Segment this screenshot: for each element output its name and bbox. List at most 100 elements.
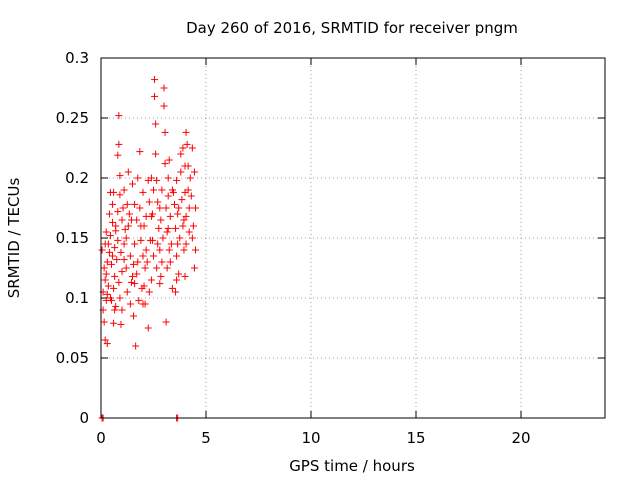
plot-frame	[100, 57, 606, 419]
data-point	[188, 234, 196, 242]
data-point	[161, 160, 169, 168]
data-point	[124, 222, 132, 230]
data-point	[154, 198, 162, 206]
data-point	[155, 224, 163, 232]
data-point	[100, 264, 108, 272]
data-point	[186, 174, 194, 182]
x-tick-label: 10	[301, 429, 320, 447]
data-point	[163, 264, 171, 272]
data-point	[134, 174, 142, 182]
data-point	[166, 258, 174, 266]
data-point	[106, 294, 114, 302]
data-point	[112, 222, 120, 230]
data-point	[103, 340, 111, 348]
data-point	[141, 264, 149, 272]
data-point	[192, 204, 199, 212]
data-point	[181, 272, 189, 280]
data-point	[129, 272, 136, 280]
data-point	[124, 168, 132, 176]
data-point	[123, 200, 131, 208]
data-point	[114, 151, 122, 159]
data-point	[119, 204, 127, 212]
grid-lines	[101, 58, 605, 418]
data-point	[184, 162, 192, 170]
data-point	[185, 204, 193, 212]
data-point	[113, 256, 121, 264]
data-point	[147, 174, 155, 182]
data-point	[159, 234, 167, 242]
data-point	[131, 280, 139, 288]
data-point	[182, 212, 190, 220]
data-point	[126, 252, 134, 260]
data-point	[147, 212, 155, 220]
data-point	[115, 278, 123, 286]
data-point	[116, 294, 124, 302]
data-point	[176, 234, 184, 242]
data-point	[179, 222, 187, 230]
data-point	[110, 319, 118, 327]
data-point	[173, 252, 181, 260]
data-point	[101, 276, 109, 284]
data-point	[150, 252, 157, 260]
data-point	[174, 210, 182, 218]
x-tick-label: 20	[511, 429, 530, 447]
data-point	[178, 196, 186, 204]
x-tick-label: 0	[96, 429, 106, 447]
data-point	[118, 216, 126, 224]
data-point	[179, 144, 187, 152]
data-point	[110, 284, 118, 292]
data-point	[180, 246, 188, 254]
data-point	[139, 188, 147, 196]
data-point	[187, 192, 195, 200]
data-point	[156, 246, 164, 254]
data-point	[101, 336, 109, 344]
data-point	[112, 302, 120, 310]
y-axis-label: SRMTID / TECUs	[5, 178, 23, 299]
data-point	[132, 342, 140, 350]
data-point	[104, 282, 112, 290]
data-point	[101, 240, 109, 248]
data-point	[152, 120, 160, 128]
y-axis-ticks: 0 0.05 0.1 0.15 0.2 0.25 0.3	[56, 49, 605, 427]
data-point	[160, 84, 168, 92]
data-point	[162, 318, 170, 326]
data-point	[136, 204, 144, 212]
data-point	[145, 198, 153, 206]
data-point	[118, 268, 126, 276]
data-point	[125, 210, 133, 218]
data-point	[190, 168, 198, 176]
data-point	[164, 192, 172, 200]
data-point	[126, 300, 134, 308]
data-point	[109, 200, 117, 208]
data-point	[120, 240, 128, 248]
data-point	[177, 150, 185, 158]
x-tick-label: 5	[201, 429, 211, 447]
data-point	[118, 306, 126, 314]
data-point	[154, 240, 162, 248]
y-tick-label: 0.1	[65, 289, 89, 307]
data-point	[172, 224, 180, 232]
data-point	[145, 288, 153, 296]
data-point	[158, 186, 166, 194]
data-point	[158, 258, 166, 266]
data-point	[160, 102, 168, 110]
data-point	[189, 222, 197, 230]
data-point	[105, 248, 113, 256]
data-point	[139, 300, 147, 308]
data-point	[150, 186, 157, 194]
data-point	[164, 224, 172, 232]
data-point	[102, 270, 110, 278]
data-point	[109, 252, 117, 260]
data-point	[130, 312, 138, 320]
data-point	[166, 212, 174, 220]
data-point	[117, 248, 125, 256]
data-point	[164, 174, 172, 182]
data-point	[139, 252, 147, 260]
data-point	[137, 222, 145, 230]
data-point	[151, 76, 159, 84]
data-point	[114, 208, 122, 216]
data-point	[140, 282, 148, 290]
data-point	[127, 216, 135, 224]
